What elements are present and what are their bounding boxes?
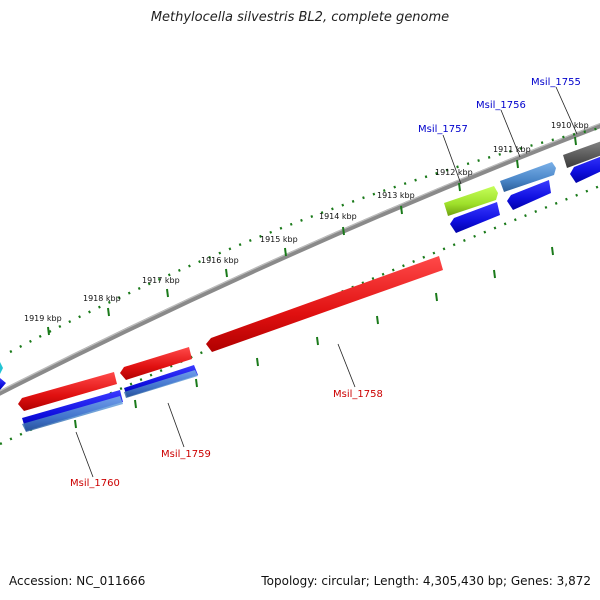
gene-label-msil-1758[interactable]: Msil_1758 xyxy=(333,389,383,400)
tick-label-1912: 1912 kbp xyxy=(435,168,473,177)
cds-blue-a[interactable] xyxy=(450,202,500,233)
tick-label-1914: 1914 kbp xyxy=(319,212,357,221)
gene-label-msil-1756[interactable]: Msil_1756 xyxy=(476,100,526,111)
lower-blue-cds-features xyxy=(22,365,198,432)
tick-label-1918: 1918 kbp xyxy=(83,294,121,303)
genome-summary-text: Topology: circular; Length: 4,305,430 bp… xyxy=(261,574,591,588)
tick-label-1913: 1913 kbp xyxy=(377,191,415,200)
tick-label-1911: 1911 kbp xyxy=(493,145,531,154)
cds-blue-b[interactable] xyxy=(507,180,551,210)
genome-backbone xyxy=(0,122,600,396)
genome-backbone-highlight xyxy=(0,123,600,392)
cds-msil-1759-red[interactable] xyxy=(120,347,192,380)
cds-msil-1759-steel[interactable] xyxy=(124,370,198,398)
gene-label-msil-1759[interactable]: Msil_1759 xyxy=(161,449,211,460)
tick-label-1917: 1917 kbp xyxy=(142,276,180,285)
tick-label-1916: 1916 kbp xyxy=(201,256,239,265)
tick-label-1919: 1919 kbp xyxy=(24,314,62,323)
cds-blue-edge[interactable] xyxy=(0,378,6,390)
gene-label-msil-1760[interactable]: Msil_1760 xyxy=(70,478,120,489)
reverse-blue-cds-features xyxy=(450,153,600,233)
reverse-red-cds-features xyxy=(18,256,443,411)
label-leader-lines xyxy=(75,86,578,478)
kbp-tick-labels: 1919 kbp 1918 kbp 1917 kbp 1916 kbp 1915… xyxy=(24,121,589,323)
cds-steel-left[interactable] xyxy=(22,396,123,432)
cds-cyan-edge[interactable] xyxy=(0,362,3,374)
cds-blue-c[interactable] xyxy=(570,153,600,183)
cds-msil-1755[interactable] xyxy=(563,138,600,168)
cds-msil-1756[interactable] xyxy=(500,162,556,192)
cds-msil-1758[interactable] xyxy=(206,256,443,352)
forward-cds-features xyxy=(444,138,600,216)
gene-label-msil-1755[interactable]: Msil_1755 xyxy=(531,77,581,88)
accession-text: Accession: NC_011666 xyxy=(9,574,146,588)
cds-msil-1760[interactable] xyxy=(18,372,117,411)
gene-label-msil-1757[interactable]: Msil_1757 xyxy=(418,124,468,135)
tick-label-1915: 1915 kbp xyxy=(260,235,298,244)
map-title: Methylocella silvestris BL2, complete ge… xyxy=(150,10,450,25)
cds-msil-1757[interactable] xyxy=(444,186,498,216)
forward-major-ticks xyxy=(47,136,577,336)
tick-label-1910: 1910 kbp xyxy=(551,121,589,130)
gene-labels: Msil_1755 Msil_1756 Msil_1757 Msil_1758 … xyxy=(70,77,581,489)
reverse-major-ticks xyxy=(74,246,554,429)
